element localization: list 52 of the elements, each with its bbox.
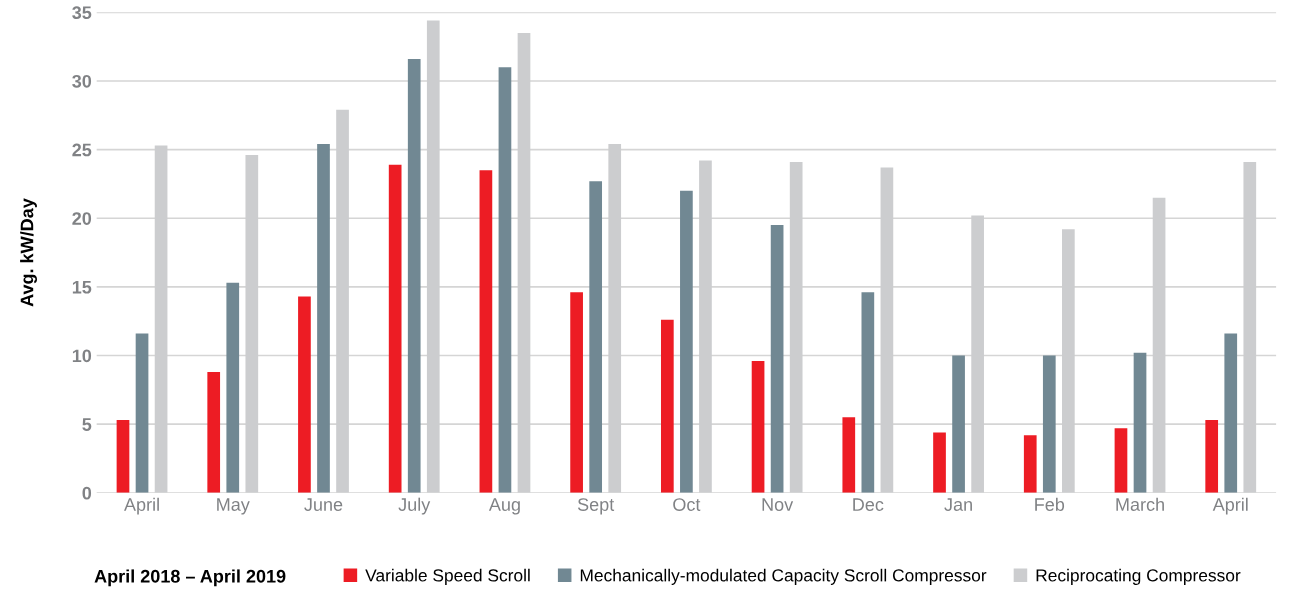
bar bbox=[207, 371, 221, 493]
x-tick-label: June bbox=[304, 498, 343, 511]
bar bbox=[680, 190, 693, 493]
bar bbox=[317, 144, 330, 493]
y-tick-label: 30 bbox=[72, 74, 92, 88]
x-tick-label: Nov bbox=[762, 498, 794, 511]
bar bbox=[135, 333, 149, 493]
y-tick-label: 25 bbox=[72, 143, 92, 157]
bar bbox=[1023, 435, 1037, 493]
x-tick-label: Aug bbox=[488, 498, 520, 515]
bar bbox=[861, 292, 875, 493]
bar bbox=[660, 319, 674, 493]
y-tick-label: 10 bbox=[72, 349, 92, 363]
y-axis-title: Avg. kW/Day bbox=[20, 198, 38, 307]
bar bbox=[770, 225, 784, 493]
bar bbox=[226, 282, 240, 493]
bar bbox=[751, 361, 765, 493]
bar bbox=[407, 59, 421, 493]
x-tick-label: Oct bbox=[673, 498, 701, 511]
x-tick-label: July bbox=[398, 497, 431, 515]
bar bbox=[498, 67, 512, 493]
x-tick-label: April bbox=[124, 497, 159, 515]
bar bbox=[1042, 355, 1056, 493]
x-tick-label: Dec bbox=[853, 498, 884, 511]
bar bbox=[388, 164, 402, 493]
x-tick-label: March bbox=[1116, 497, 1164, 511]
y-tick-label: 0 bbox=[82, 486, 92, 500]
bar bbox=[479, 170, 493, 493]
x-tick-label: Sept bbox=[577, 498, 615, 515]
bar bbox=[589, 181, 603, 493]
y-tick-label: 15 bbox=[72, 281, 92, 294]
x-tick-label: May bbox=[217, 498, 250, 515]
x-tick-label: Jan bbox=[944, 498, 972, 511]
bar bbox=[1114, 428, 1128, 493]
y-tick-label: 35 bbox=[72, 6, 92, 20]
legend-label: Reciprocating Compressor bbox=[1036, 568, 1241, 585]
bar bbox=[298, 296, 311, 493]
bar bbox=[952, 355, 965, 493]
y-tick-label: 5 bbox=[82, 418, 92, 431]
bar bbox=[842, 417, 856, 493]
legend-label: Variable Speed Scroll bbox=[365, 568, 530, 585]
legend-title: April 2018 – April 2019 bbox=[94, 569, 286, 587]
x-tick-label: April bbox=[1212, 497, 1248, 515]
bar bbox=[116, 420, 130, 493]
x-tick-label: Feb bbox=[1035, 497, 1065, 511]
bar bbox=[570, 292, 583, 493]
legend-label: Mechanically-modulated Capacity Scroll Compressor bbox=[580, 568, 987, 585]
bar bbox=[1133, 352, 1147, 493]
y-tick-label: 20 bbox=[72, 212, 92, 225]
bar bbox=[1224, 333, 1238, 493]
bar bbox=[933, 432, 946, 493]
bar bbox=[1205, 420, 1219, 493]
